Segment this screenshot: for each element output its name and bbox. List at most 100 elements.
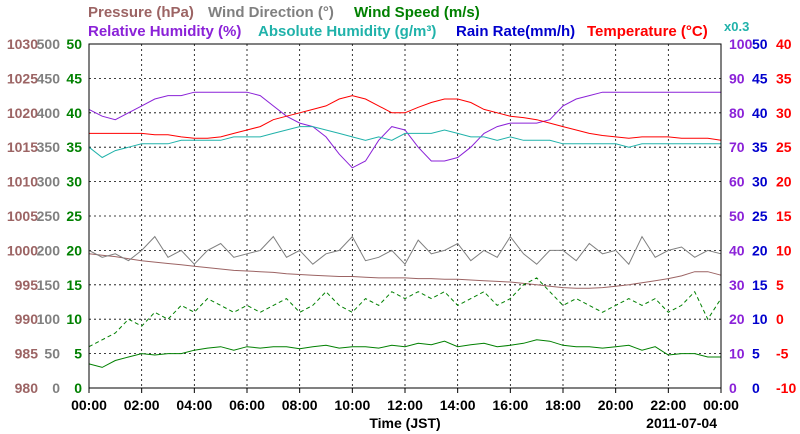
y-tick-label-temperature: 25	[776, 139, 792, 155]
y-tick-label-relative_humidity: 0	[729, 380, 737, 396]
x-tick-label: 04:00	[176, 397, 212, 413]
x-tick-label: 08:00	[282, 397, 318, 413]
y-tick-label-pressure: 1015	[7, 139, 38, 155]
y-tick-label-wind_direction: 250	[37, 208, 61, 224]
y-tick-label-wind_speed: 30	[66, 174, 82, 190]
date-label: 2011-07-04	[646, 415, 717, 431]
y-tick-label-wind_direction: 450	[37, 70, 61, 86]
y-tick-label-temperature: 40	[776, 36, 792, 52]
series-line-1	[88, 126, 721, 159]
legend: Pressure (hPa) Wind Direction (°) Wind S…	[88, 4, 749, 40]
x-tick-label: 20:00	[598, 397, 634, 413]
y-tick-label-temperature: 30	[776, 105, 792, 121]
y-tick-label-wind_speed: 35	[66, 139, 82, 155]
y-tick-label-pressure: 1020	[7, 105, 38, 121]
x-tick-label: 22:00	[650, 397, 686, 413]
series-line-6	[88, 339, 721, 368]
y-tick-label-temperature: 10	[776, 242, 792, 258]
y-tick-label-rain_rate: 50	[752, 36, 768, 52]
y-tick-label-pressure: 980	[15, 380, 39, 396]
y-tick-label-relative_humidity: 100	[729, 36, 753, 52]
y-tick-label-wind_direction: 300	[37, 174, 61, 190]
y-tick-label-relative_humidity: 90	[729, 70, 745, 86]
y-tick-label-rain_rate: 15	[752, 277, 768, 293]
y-tick-label-pressure: 985	[15, 346, 39, 362]
y-tick-label-wind_speed: 25	[66, 208, 82, 224]
y-tick-label-temperature: 5	[776, 277, 784, 293]
y-tick-label-relative_humidity: 80	[729, 105, 745, 121]
y-tick-label-wind_direction: 200	[37, 242, 61, 258]
x-tick-label: 00:00	[703, 397, 739, 413]
y-tick-label-wind_speed: 10	[66, 311, 82, 327]
x-tick-label: 00:00	[71, 397, 107, 413]
x-tick-label: 18:00	[545, 397, 581, 413]
y-tick-label-wind_direction: 50	[44, 346, 60, 362]
y-tick-label-pressure: 995	[15, 277, 39, 293]
x-tick-label: 06:00	[229, 397, 265, 413]
y-tick-label-wind_speed: 5	[74, 346, 82, 362]
x-tick-label: 12:00	[387, 397, 423, 413]
legend-wind-direction: Wind Direction (°)	[208, 4, 334, 21]
legend-pressure: Pressure (hPa)	[88, 4, 194, 21]
series-line-3	[88, 253, 722, 289]
y-tick-label-relative_humidity: 70	[729, 139, 745, 155]
y-tick-label-temperature: -10	[776, 380, 796, 396]
y-tick-label-wind_speed: 20	[66, 242, 82, 258]
y-tick-label-wind_direction: 0	[52, 380, 60, 396]
legend-scale-note: x0.3	[724, 19, 749, 34]
legend-relative-humidity: Relative Humidity (%)	[88, 23, 241, 40]
y-tick-label-wind_speed: 45	[66, 70, 82, 86]
y-tick-label-rain_rate: 10	[752, 311, 768, 327]
legend-wind-speed: Wind Speed (m/s)	[354, 4, 480, 21]
y-tick-label-rain_rate: 0	[752, 380, 760, 396]
series-line-5	[88, 277, 722, 348]
legend-temperature: Temperature (°C)	[587, 23, 708, 40]
y-axes: 9809859909951000100510101015102010251030…	[7, 36, 797, 396]
y-tick-label-relative_humidity: 60	[729, 174, 745, 190]
legend-rain-rate: Rain Rate(mm/h)	[456, 23, 575, 40]
y-tick-label-rain_rate: 30	[752, 174, 768, 190]
y-tick-label-rain_rate: 35	[752, 139, 768, 155]
x-tick-label: 02:00	[124, 397, 160, 413]
y-tick-label-rain_rate: 40	[752, 105, 768, 121]
y-tick-label-pressure: 1005	[7, 208, 38, 224]
y-tick-label-pressure: 990	[15, 311, 39, 327]
y-tick-label-relative_humidity: 50	[729, 208, 745, 224]
y-tick-label-temperature: 20	[776, 174, 792, 190]
y-tick-label-rain_rate: 20	[752, 242, 768, 258]
y-tick-label-temperature: 35	[776, 70, 792, 86]
x-tick-label: 14:00	[440, 397, 476, 413]
y-tick-label-relative_humidity: 20	[729, 311, 745, 327]
y-tick-label-wind_speed: 50	[66, 36, 82, 52]
x-tick-label: 10:00	[334, 397, 370, 413]
series-line-0	[88, 91, 721, 169]
y-tick-label-temperature: -5	[776, 346, 789, 362]
y-tick-label-wind_direction: 500	[37, 36, 61, 52]
x-axis: 00:00 02:00 04:00 06:00 08:00 10:00 12:00 14:00…	[71, 388, 739, 413]
y-tick-label-relative_humidity: 10	[729, 346, 745, 362]
y-tick-label-wind_speed: 0	[74, 380, 82, 396]
y-tick-label-relative_humidity: 30	[729, 277, 745, 293]
y-tick-label-relative_humidity: 40	[729, 242, 745, 258]
y-tick-label-pressure: 1025	[7, 70, 38, 86]
x-tick-label: 16:00	[492, 397, 528, 413]
y-tick-label-rain_rate: 45	[752, 70, 768, 86]
y-tick-label-pressure: 1000	[7, 242, 38, 258]
y-tick-label-rain_rate: 25	[752, 208, 768, 224]
x-axis-label: Time (JST)	[369, 415, 440, 431]
y-tick-label-wind_direction: 350	[37, 139, 61, 155]
series-line-2	[89, 95, 722, 141]
y-tick-label-pressure: 1030	[7, 36, 38, 52]
y-tick-label-temperature: 0	[776, 311, 784, 327]
y-tick-label-temperature: 15	[776, 208, 792, 224]
series-line-4	[88, 235, 722, 266]
grid	[89, 44, 721, 388]
y-tick-label-rain_rate: 5	[752, 346, 760, 362]
y-tick-label-pressure: 1010	[7, 174, 38, 190]
legend-absolute-humidity: Absolute Humidity (g/m³)	[258, 23, 436, 40]
y-tick-label-wind_speed: 40	[66, 105, 82, 121]
y-tick-label-wind_direction: 100	[37, 311, 61, 327]
y-tick-label-wind_direction: 400	[37, 105, 61, 121]
y-tick-label-wind_speed: 15	[66, 277, 82, 293]
